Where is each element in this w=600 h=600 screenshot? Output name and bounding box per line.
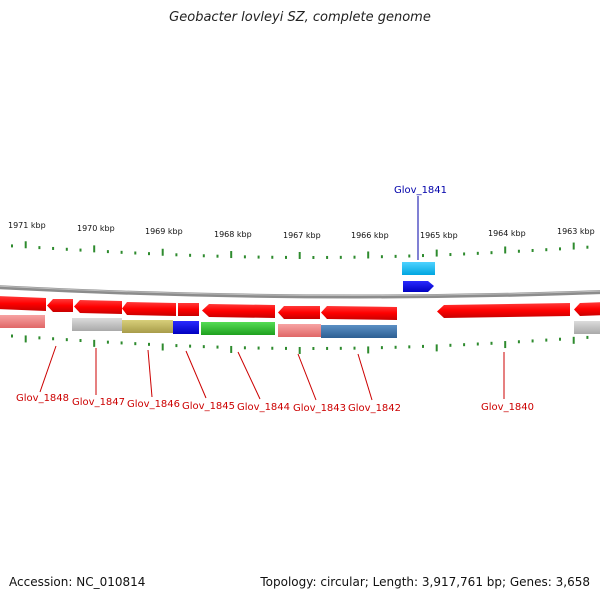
gene-glov-1841-cds	[403, 281, 434, 292]
gene-arrow	[202, 304, 275, 318]
gene-label-glov-1848: Glov_1848	[16, 393, 69, 404]
kbp-label: 1969 kbp	[145, 227, 183, 236]
gene-arrow	[278, 306, 320, 319]
tick-marks-bottom	[11, 334, 589, 354]
product-features	[0, 315, 600, 338]
gene-label-glov-1842: Glov_1842	[348, 403, 401, 414]
kbp-label: 1964 kbp	[488, 229, 526, 238]
gene-glov-1841-mrna	[402, 262, 435, 275]
gene-label-glov-1844: Glov_1844	[237, 402, 290, 413]
genome-stats-text: Topology: circular; Length: 3,917,761 bp…	[260, 575, 590, 589]
gene-arrow	[74, 300, 122, 314]
feature-bar	[173, 321, 199, 334]
feature-bar	[72, 318, 122, 331]
kbp-label: 1971 kbp	[8, 221, 46, 230]
kbp-label: 1970 kbp	[77, 224, 115, 233]
tick-marks-top	[11, 241, 589, 259]
map-title: Geobacter lovleyi SZ, complete genome	[169, 10, 431, 25]
gene-arrow	[321, 306, 397, 320]
gene-arrow	[0, 296, 46, 311]
feature-bar	[574, 321, 600, 334]
feature-bar	[201, 322, 275, 335]
gene-label-glov-1841: Glov_1841	[394, 185, 447, 196]
kbp-label: 1968 kbp	[214, 230, 252, 239]
gene-arrow	[122, 302, 176, 316]
gene-arrow	[437, 303, 570, 318]
feature-bar	[122, 320, 173, 333]
accession-text: Accession: NC_010814	[9, 575, 146, 589]
kbp-label: 1966 kbp	[351, 231, 389, 240]
gene-arrow	[178, 303, 199, 316]
reverse-strand-features	[0, 296, 600, 320]
gene-label-glov-1845: Glov_1845	[182, 401, 235, 412]
gene-arrow	[574, 302, 600, 316]
gene-label-glov-1846: Glov_1846	[127, 399, 180, 410]
forward-strand-features	[402, 262, 435, 292]
gene-labels: Glov_1848 Glov_1847 Glov_1846 Glov_1845 …	[16, 185, 534, 414]
gene-label-glov-1843: Glov_1843	[293, 403, 346, 414]
gene-label-glov-1847: Glov_1847	[72, 397, 125, 408]
label-leaders	[39, 196, 505, 401]
kbp-label: 1963 kbp	[557, 227, 595, 236]
gene-arrow	[47, 299, 73, 312]
gene-label-glov-1840: Glov_1840	[481, 402, 534, 413]
genome-backbone	[0, 285, 600, 299]
kbp-labels: 1971 kbp 1970 kbp 1969 kbp 1968 kbp 1967…	[8, 221, 595, 240]
feature-bar	[321, 325, 397, 338]
feature-bar	[0, 315, 45, 328]
kbp-label: 1965 kbp	[420, 231, 458, 240]
feature-bar	[278, 324, 321, 337]
kbp-label: 1967 kbp	[283, 231, 321, 240]
